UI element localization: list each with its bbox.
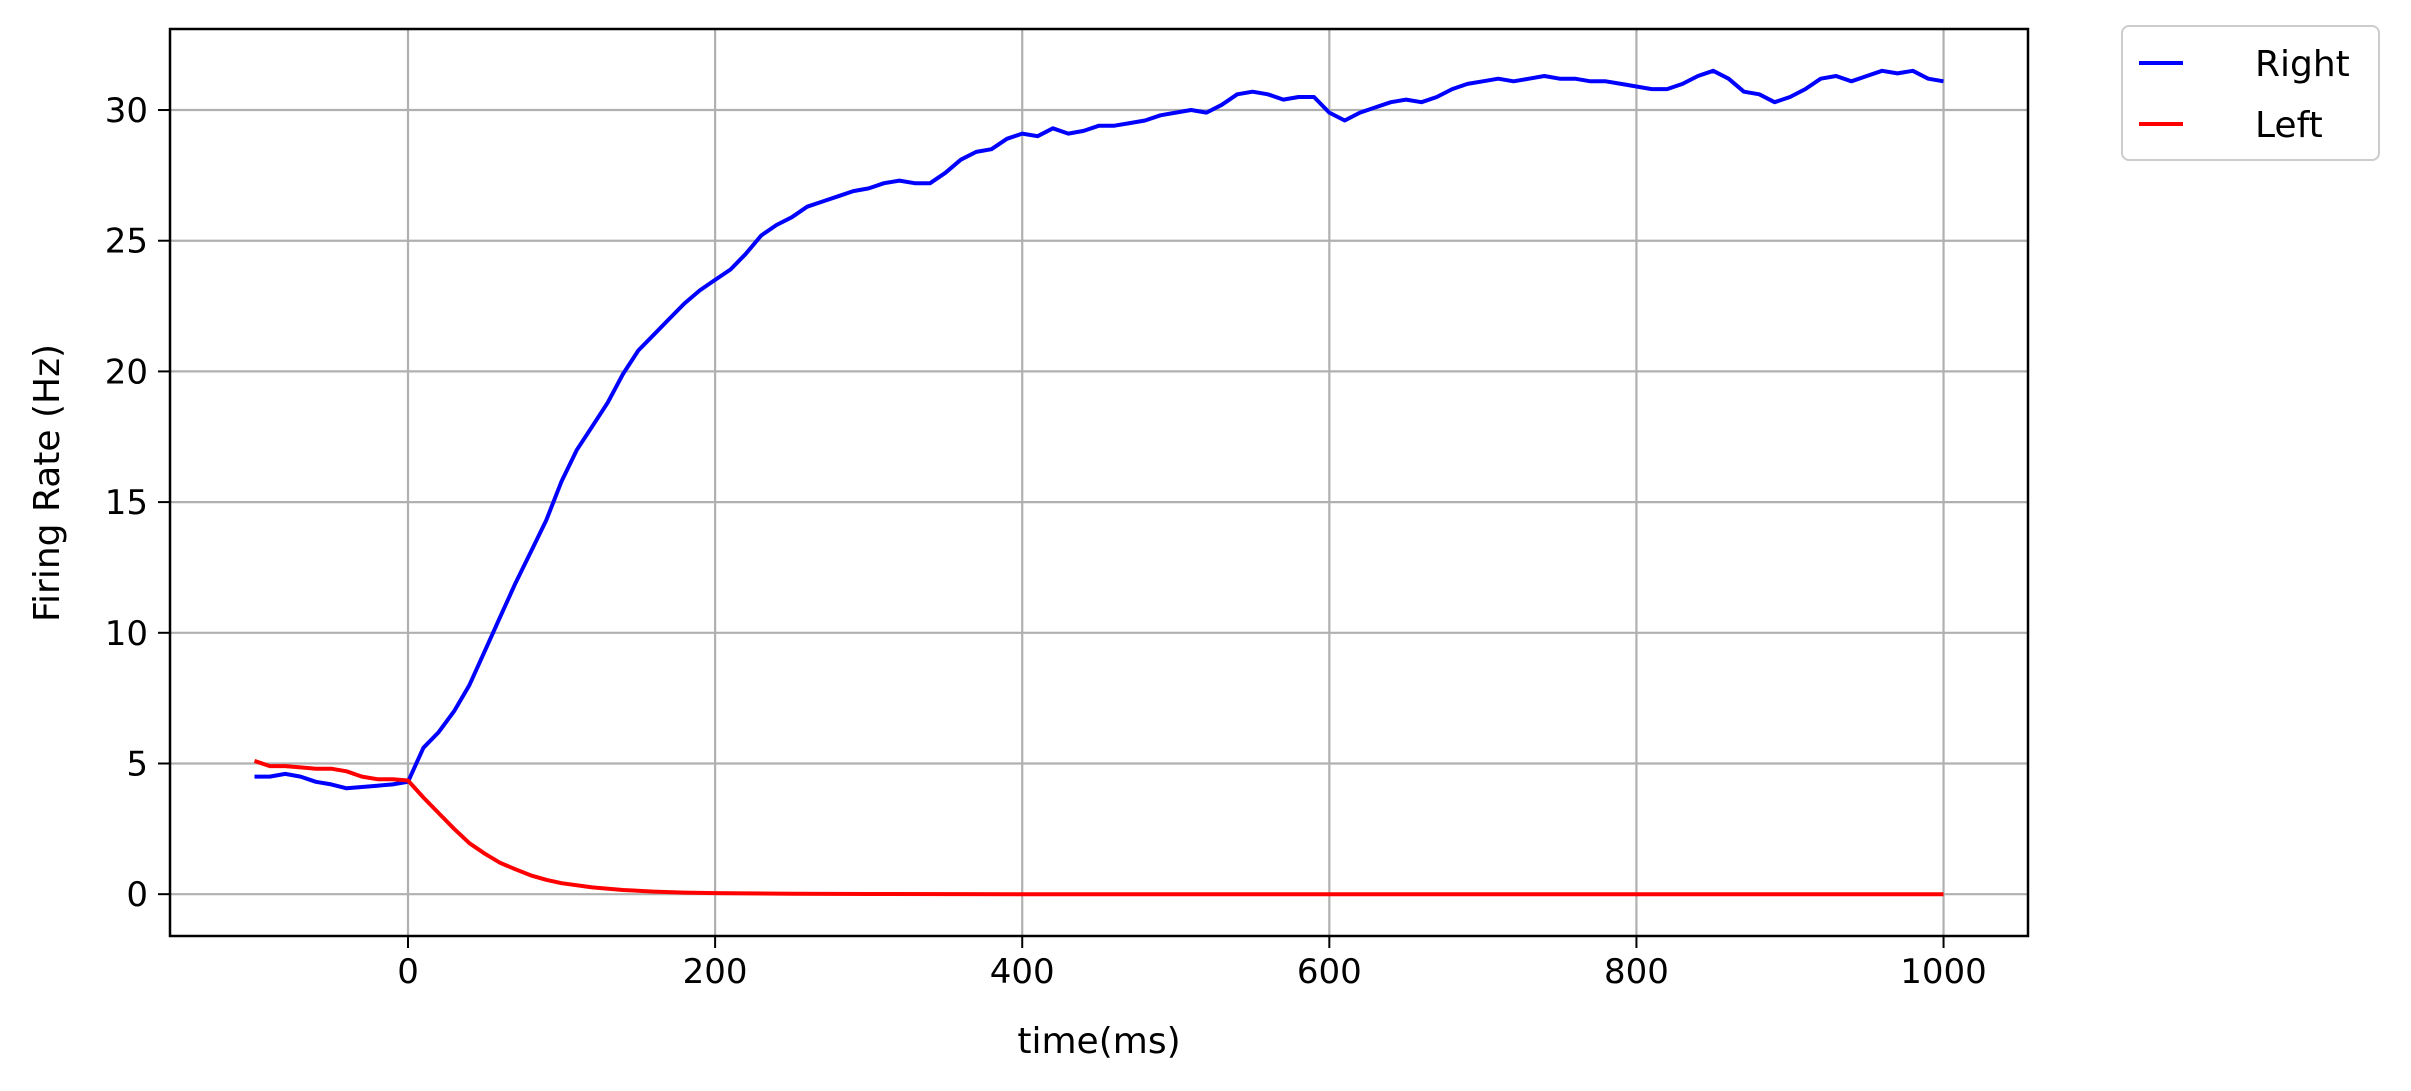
legend-frame: [2121, 25, 2380, 161]
y-tick-label: 30: [105, 91, 148, 131]
series-line-left: [253, 759, 1944, 897]
y-tick-label: 25: [105, 222, 148, 262]
x-tick-label: 400: [990, 952, 1055, 992]
x-tick-label: 600: [1297, 952, 1362, 992]
grid-lines: [170, 29, 2028, 936]
x-tick-label: 1000: [1900, 952, 1987, 992]
axis-ticks: 0 200 400 600 800 1000 0 5 10 15 20 25 30: [105, 91, 1987, 992]
y-tick-label: 20: [105, 352, 148, 392]
y-tick-label: 0: [126, 875, 148, 915]
series-line-right: [254, 68, 1944, 791]
series-lines: [253, 68, 1944, 897]
y-tick-label: 10: [105, 614, 148, 654]
x-tick-label: 800: [1604, 952, 1669, 992]
x-tick-label: 200: [683, 952, 748, 992]
y-axis-label: Firing Rate (Hz): [27, 344, 68, 622]
y-tick-label: 5: [126, 744, 148, 784]
y-tick-label: 15: [105, 483, 148, 523]
x-tick-label: 0: [397, 952, 419, 992]
plot-frame: [168, 27, 2030, 938]
x-axis-label: time(ms): [1017, 1021, 1180, 1062]
legend: Right Left: [2121, 25, 2380, 161]
legend-label-left: Left: [2255, 105, 2323, 146]
legend-label-right: Right: [2255, 44, 2350, 85]
